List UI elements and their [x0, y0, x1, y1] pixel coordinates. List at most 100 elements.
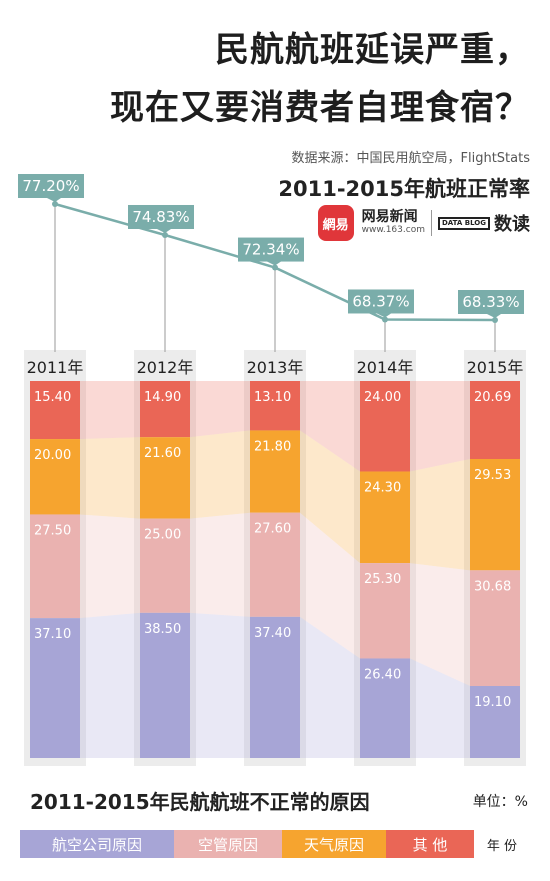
- brand-divider: [430, 210, 432, 236]
- bar-value-label: 24.00: [364, 390, 401, 405]
- rate-label-box: [458, 290, 524, 314]
- bar-segment: [250, 616, 300, 758]
- rate-label-pointer: [487, 314, 501, 318]
- title-line-2: 现在又要消费者自理食宿？: [110, 88, 530, 128]
- bar-segment: [470, 685, 520, 758]
- flow-band: [190, 512, 250, 617]
- flow-band: [80, 514, 140, 619]
- rate-label-pointer: [157, 228, 171, 233]
- datablog-logo-icon: DATA BLOG: [437, 216, 490, 230]
- bar-value-label: 19.10: [474, 695, 511, 710]
- bar-segment: [30, 381, 80, 440]
- bar-value-label: 38.50: [144, 622, 181, 637]
- flow-band: [410, 563, 470, 686]
- flow-band: [410, 658, 470, 758]
- flow-band: [80, 381, 140, 440]
- bar-value-label: 21.60: [144, 446, 181, 461]
- rate-label-pointer: [267, 261, 281, 266]
- bar-segment: [250, 430, 300, 513]
- year-label: 2015年: [467, 358, 524, 377]
- bar-segment: [140, 518, 190, 613]
- rate-label-box: [128, 204, 194, 229]
- year-label: 2014年: [357, 358, 414, 377]
- legend-airline: 航空公司原因: [20, 830, 174, 858]
- rate-point: [52, 201, 58, 207]
- rate-label: 68.33%: [462, 293, 519, 311]
- bar-segment: [360, 563, 410, 659]
- bar-value-label: 24.30: [364, 480, 401, 495]
- bar-segment: [30, 618, 80, 758]
- bar-segment: [140, 381, 190, 438]
- bar-value-label: 21.80: [254, 439, 291, 454]
- bar-segment: [30, 514, 80, 619]
- bar-segment: [470, 381, 520, 460]
- legend-weather: 天气原因: [282, 830, 386, 858]
- brand-name: 网易新闻: [361, 209, 418, 226]
- flow-band: [410, 459, 470, 571]
- bar-value-label: 27.60: [254, 522, 291, 537]
- flow-band: [300, 616, 360, 758]
- bar-value-label: 26.40: [364, 667, 401, 682]
- bar-value-label: 13.10: [254, 390, 291, 405]
- bar-value-label: 29.53: [474, 468, 511, 483]
- bar-chart-title: 2011-2015年民航航班不正常的原因: [30, 790, 370, 814]
- flow-band: [300, 430, 360, 564]
- rate-label: 72.34%: [242, 241, 299, 259]
- line-chart-subtitle: 2011-2015年航班正常率: [278, 177, 530, 201]
- column-name: 数读: [494, 214, 530, 235]
- rate-point: [162, 231, 168, 238]
- rate-point: [492, 317, 498, 323]
- rate-label-box: [238, 237, 304, 262]
- bar-value-label: 30.68: [474, 579, 511, 594]
- bar-segment: [470, 570, 520, 686]
- flow-band: [80, 437, 140, 519]
- rate-label-box: [18, 174, 84, 198]
- rate-label-box: [348, 289, 414, 314]
- title-line-1: 民航航班延误严重，: [215, 30, 530, 70]
- bar-segment: [360, 381, 410, 472]
- bar-value-label: 20.00: [34, 448, 71, 463]
- bar-value-label: 14.90: [144, 390, 181, 405]
- rate-point: [272, 264, 278, 271]
- bar-segment: [360, 658, 410, 758]
- flow-band: [190, 430, 250, 519]
- legend-year: 年 份: [486, 838, 518, 854]
- bar-segment: [250, 381, 300, 431]
- bar-value-label: 25.00: [144, 528, 181, 543]
- bar-value-label: 37.40: [254, 626, 291, 641]
- rate-label-pointer: [47, 198, 61, 202]
- rate-label: 77.20%: [22, 177, 79, 195]
- bar-value-label: 37.10: [34, 627, 71, 642]
- bar-value-label: 27.50: [34, 523, 71, 538]
- bar-value-label: 25.30: [364, 572, 401, 587]
- bar-value-label: 15.40: [34, 390, 71, 405]
- bar-segment: [140, 612, 190, 758]
- bar-segment: [470, 459, 520, 571]
- legend-atc: 空管原因: [174, 830, 282, 858]
- bar-segment: [360, 471, 410, 564]
- rate-label: 68.37%: [352, 292, 409, 310]
- legend: 航空公司原因 空管原因 天气原因 其 他 年 份: [20, 830, 530, 858]
- data-source: 数据来源：中国民用航空局，FlightStats: [291, 151, 530, 166]
- brand-block: 網易 网易新闻 www.163.com DATA BLOG 数读: [317, 205, 530, 241]
- flow-band: [190, 381, 250, 438]
- year-label: 2012年: [137, 358, 194, 377]
- legend-other: 其 他: [386, 830, 474, 858]
- bar-segment: [140, 437, 190, 519]
- netease-logo-icon: 網易: [317, 205, 354, 241]
- bar-value-label: 20.69: [474, 390, 511, 405]
- bar-segment: [250, 512, 300, 617]
- brand-url: www.163.com: [361, 224, 425, 235]
- brand-text: 网易新闻 www.163.com: [361, 209, 425, 235]
- rate-point: [382, 316, 388, 323]
- unit-label: 单位：%: [472, 794, 528, 810]
- flow-band: [300, 381, 360, 472]
- flow-band: [190, 612, 250, 758]
- bar-segment: [30, 439, 80, 515]
- year-label: 2011年: [27, 358, 84, 377]
- rate-label: 74.83%: [132, 208, 189, 226]
- flow-band: [80, 612, 140, 758]
- flow-band: [410, 381, 470, 472]
- flow-band: [300, 512, 360, 659]
